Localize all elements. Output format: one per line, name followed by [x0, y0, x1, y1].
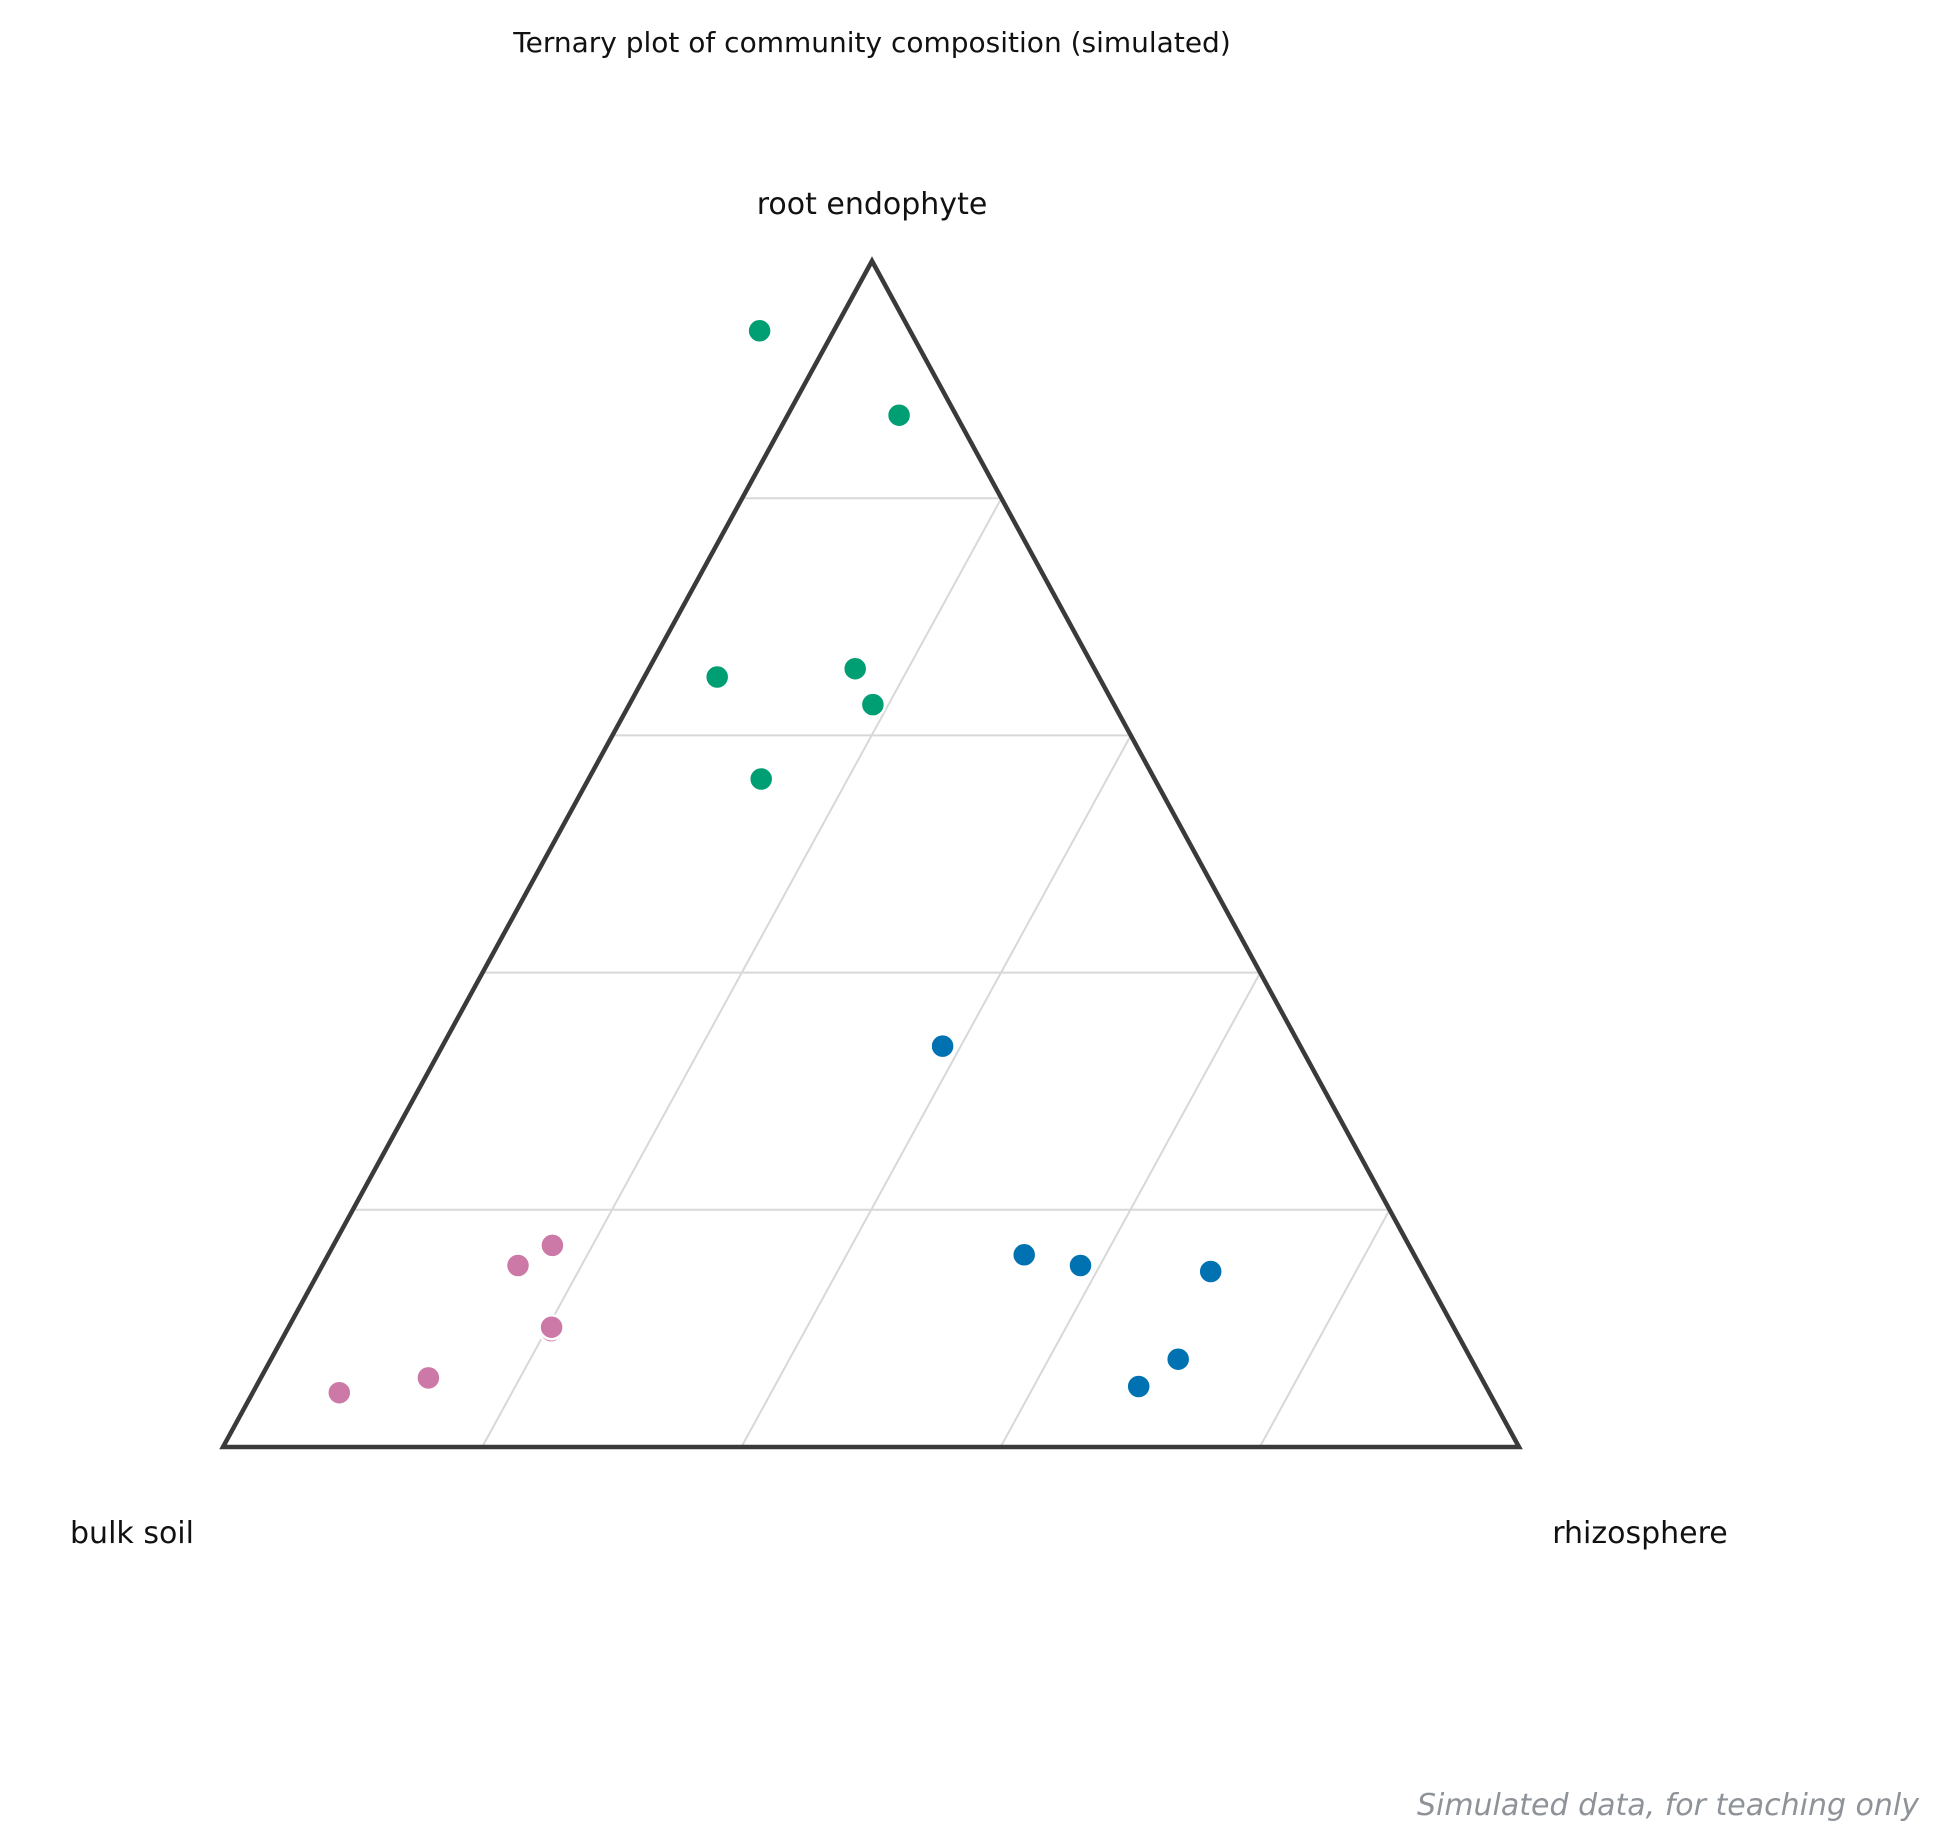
data-point — [1197, 1258, 1224, 1285]
chart-title: Ternary plot of community composition (s… — [512, 26, 1231, 59]
vertex-label-bulk-soil: bulk soil — [70, 1516, 194, 1551]
grid-line-diagonal — [999, 972, 1262, 1448]
data-points — [326, 317, 1224, 1406]
data-point — [1164, 1345, 1192, 1373]
data-point — [703, 663, 731, 691]
data-point — [415, 1364, 442, 1392]
data-point — [1067, 1252, 1094, 1279]
data-point — [929, 1032, 956, 1060]
data-point — [539, 1232, 566, 1259]
data-point — [1010, 1241, 1038, 1269]
vertex-label-root-endophyte: root endophyte — [757, 187, 988, 222]
vertex-label-rhizosphere: rhizosphere — [1552, 1516, 1728, 1551]
data-point — [746, 317, 773, 345]
ternary-grid — [352, 497, 1391, 1448]
data-point — [747, 765, 775, 793]
data-point — [504, 1252, 532, 1279]
data-point — [1125, 1373, 1152, 1400]
data-point — [841, 655, 869, 682]
footnote: Simulated data, for teaching only — [1417, 1788, 1920, 1823]
grid-line-diagonal — [1258, 1209, 1391, 1448]
triangle-outline — [219, 256, 1523, 1450]
data-point — [538, 1313, 565, 1341]
data-point — [326, 1379, 353, 1406]
data-point — [885, 401, 913, 429]
grid-line-diagonal — [740, 734, 1132, 1448]
data-point — [859, 691, 887, 718]
